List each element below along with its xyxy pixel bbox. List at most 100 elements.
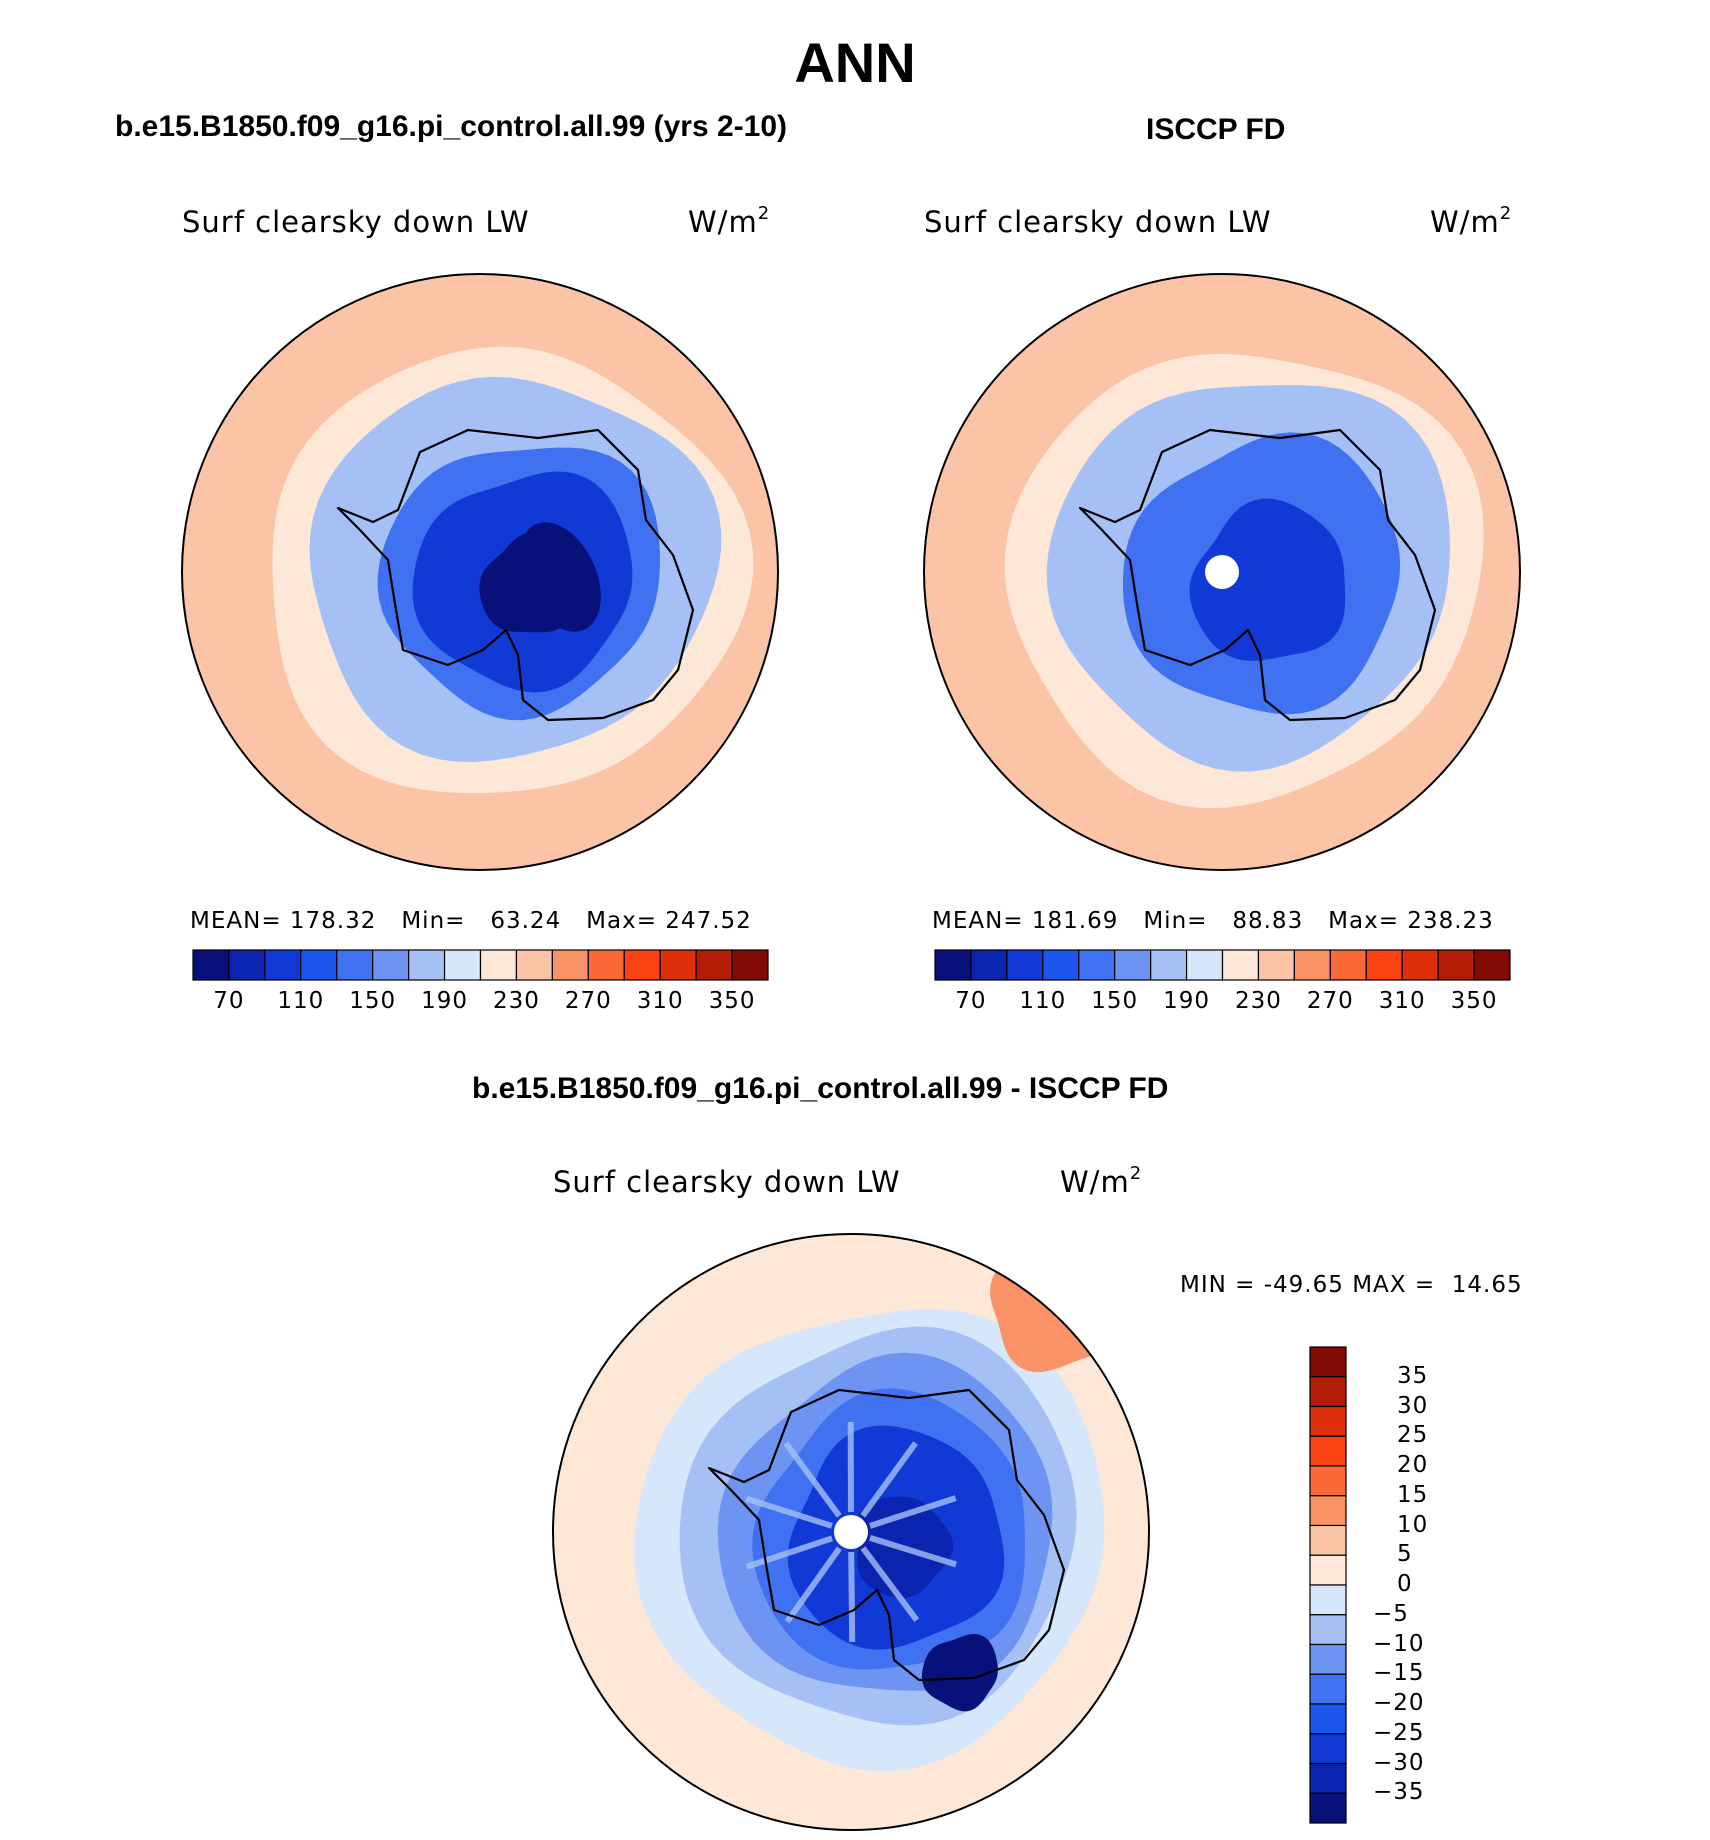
stat-mean-label: MEAN= bbox=[932, 908, 1024, 934]
colorbar-tick-label: 110 bbox=[1019, 988, 1067, 1014]
colorbar-tick-label: 150 bbox=[1091, 988, 1139, 1014]
colorbar-swatch bbox=[1309, 1346, 1347, 1378]
panel-model-stats: MEAN= 178.32 Min= 63.24 Max= 247.52 bbox=[190, 908, 752, 934]
colorbar-tick-label: 35 bbox=[1397, 1362, 1429, 1389]
colorbar-swatch bbox=[228, 949, 266, 981]
colorbar-swatch bbox=[479, 949, 518, 981]
colorbar-tick-label: −20 bbox=[1373, 1690, 1425, 1716]
stat-mean-value: 178.32 bbox=[289, 908, 377, 934]
contour-streak bbox=[745, 1535, 833, 1570]
stat-min-label: Min= bbox=[401, 908, 466, 934]
colorbar-swatch bbox=[1309, 1376, 1347, 1408]
panel-obs-subtitle: Surf clearsky down LW bbox=[924, 205, 1272, 239]
colorbar-swatch bbox=[372, 949, 410, 981]
colorbar-swatch bbox=[1309, 1614, 1347, 1646]
colorbar-swatch bbox=[1473, 949, 1511, 981]
colorbar-tick-label: 270 bbox=[564, 988, 612, 1014]
panel-obs-colorbar bbox=[934, 949, 1511, 981]
colorbar-swatch bbox=[1221, 949, 1260, 981]
colorbar-swatch bbox=[623, 949, 661, 981]
panel-obs-map bbox=[923, 273, 1521, 871]
colorbar-tick-label: 5 bbox=[1397, 1541, 1413, 1568]
stat-min-label: MIN = bbox=[1180, 1272, 1256, 1298]
antarctica-coastline bbox=[707, 1388, 1066, 1682]
colorbar-swatch bbox=[1257, 949, 1295, 981]
panel-diff-colorbar bbox=[1309, 1346, 1347, 1824]
colorbar-swatch bbox=[1309, 1554, 1347, 1586]
colorbar-swatch bbox=[192, 949, 230, 981]
map-border bbox=[923, 273, 1521, 871]
panel-obs-colorbar-ticks: 70 110 150 190 230 270 310 350 bbox=[935, 988, 1510, 1018]
colorbar-swatch bbox=[1309, 1465, 1347, 1497]
colorbar-swatch bbox=[1309, 1792, 1347, 1824]
missing-data-pole bbox=[1205, 555, 1239, 589]
stat-min-label: Min= bbox=[1143, 908, 1208, 934]
contour-streak bbox=[860, 1441, 919, 1518]
stat-max-value: 14.65 bbox=[1451, 1272, 1523, 1298]
colorbar-swatch bbox=[1006, 949, 1044, 981]
colorbar-swatch bbox=[1309, 1495, 1347, 1527]
units-exponent: 2 bbox=[757, 203, 771, 225]
contour-band bbox=[990, 1235, 1141, 1373]
units-exponent: 2 bbox=[1499, 203, 1513, 225]
colorbar-swatch bbox=[1309, 1584, 1347, 1616]
contour-fill-group bbox=[553, 1234, 1149, 1830]
colorbar-tick-label: 70 bbox=[213, 988, 245, 1014]
colorbar-swatch bbox=[1365, 949, 1403, 981]
missing-data-pole bbox=[834, 1515, 868, 1549]
panel-diff-title: b.e15.B1850.f09_g16.pi_control.all.99 - … bbox=[472, 1072, 1169, 1105]
contour-streak bbox=[784, 1546, 842, 1624]
panel-model-colorbar bbox=[192, 949, 769, 981]
colorbar-swatch bbox=[1309, 1673, 1347, 1705]
colorbar-tick-label: 350 bbox=[1450, 988, 1498, 1014]
panel-model-units: W/m2 bbox=[688, 203, 771, 239]
contour-streak bbox=[745, 1495, 833, 1529]
colorbar-swatch bbox=[659, 949, 697, 981]
colorbar-swatch bbox=[264, 949, 302, 981]
colorbar-tick-label: −5 bbox=[1373, 1600, 1409, 1627]
colorbar-tick-label: −30 bbox=[1373, 1749, 1425, 1776]
colorbar-tick-label: 25 bbox=[1397, 1422, 1429, 1449]
colorbar-swatch bbox=[1114, 949, 1152, 981]
map-border bbox=[552, 1233, 1150, 1831]
colorbar-tick-label: 30 bbox=[1397, 1392, 1429, 1419]
colorbar-swatch bbox=[1437, 949, 1475, 981]
panel-diff-subtitle: Surf clearsky down LW bbox=[553, 1165, 901, 1199]
units-exponent: 2 bbox=[1129, 1163, 1143, 1185]
colorbar-tick-label: 350 bbox=[708, 988, 756, 1014]
stat-mean-label: MEAN= bbox=[190, 908, 282, 934]
colorbar-swatch bbox=[1309, 1733, 1347, 1765]
stat-max-value: 247.52 bbox=[665, 908, 752, 934]
panel-model-title: b.e15.B1850.f09_g16.pi_control.all.99 (y… bbox=[115, 110, 787, 143]
panel-diff-colorbar-ticks: 35 30 25 20 15 10 5 0 −5 −10 −15 −20 −25 −30 −35 bbox=[1373, 1347, 1465, 1823]
units-base: W/m bbox=[688, 205, 758, 239]
colorbar-tick-label: 110 bbox=[277, 988, 325, 1014]
page-title: ANN bbox=[794, 31, 916, 94]
colorbar-tick-label: 20 bbox=[1397, 1452, 1429, 1478]
panel-diff-stats: MIN = -49.65 MAX = 14.65 bbox=[1180, 1272, 1523, 1298]
contour-band bbox=[922, 1634, 998, 1712]
stat-max-label: Max= bbox=[1328, 908, 1399, 934]
contour-streak bbox=[848, 1551, 856, 1643]
contour-streak bbox=[869, 1495, 957, 1529]
panel-model-map bbox=[181, 273, 779, 871]
antarctica-coastline bbox=[1078, 428, 1437, 722]
contour-band bbox=[519, 522, 601, 632]
colorbar-tick-label: 190 bbox=[421, 988, 469, 1014]
colorbar-tick-label: 0 bbox=[1397, 1571, 1413, 1597]
colorbar-tick-label: 310 bbox=[1378, 988, 1426, 1014]
stat-max-label: MAX = bbox=[1352, 1272, 1436, 1298]
stat-max-value: 238.23 bbox=[1407, 908, 1494, 934]
colorbar-tick-label: 230 bbox=[1234, 988, 1282, 1014]
colorbar-tick-label: −10 bbox=[1373, 1630, 1425, 1657]
colorbar-swatch bbox=[1293, 949, 1331, 981]
contour-streak bbox=[783, 1441, 842, 1518]
panel-diff-units: W/m2 bbox=[1060, 1163, 1143, 1199]
panel-model-colorbar-ticks: 70 110 150 190 230 270 310 350 bbox=[193, 988, 768, 1018]
colorbar-tick-label: −35 bbox=[1373, 1779, 1425, 1806]
panel-obs-title: ISCCP FD bbox=[1146, 113, 1286, 146]
colorbar-swatch bbox=[1329, 949, 1367, 981]
map-border bbox=[181, 273, 779, 871]
antarctica-coastline bbox=[336, 428, 695, 722]
colorbar-tick-label: 15 bbox=[1397, 1481, 1429, 1508]
